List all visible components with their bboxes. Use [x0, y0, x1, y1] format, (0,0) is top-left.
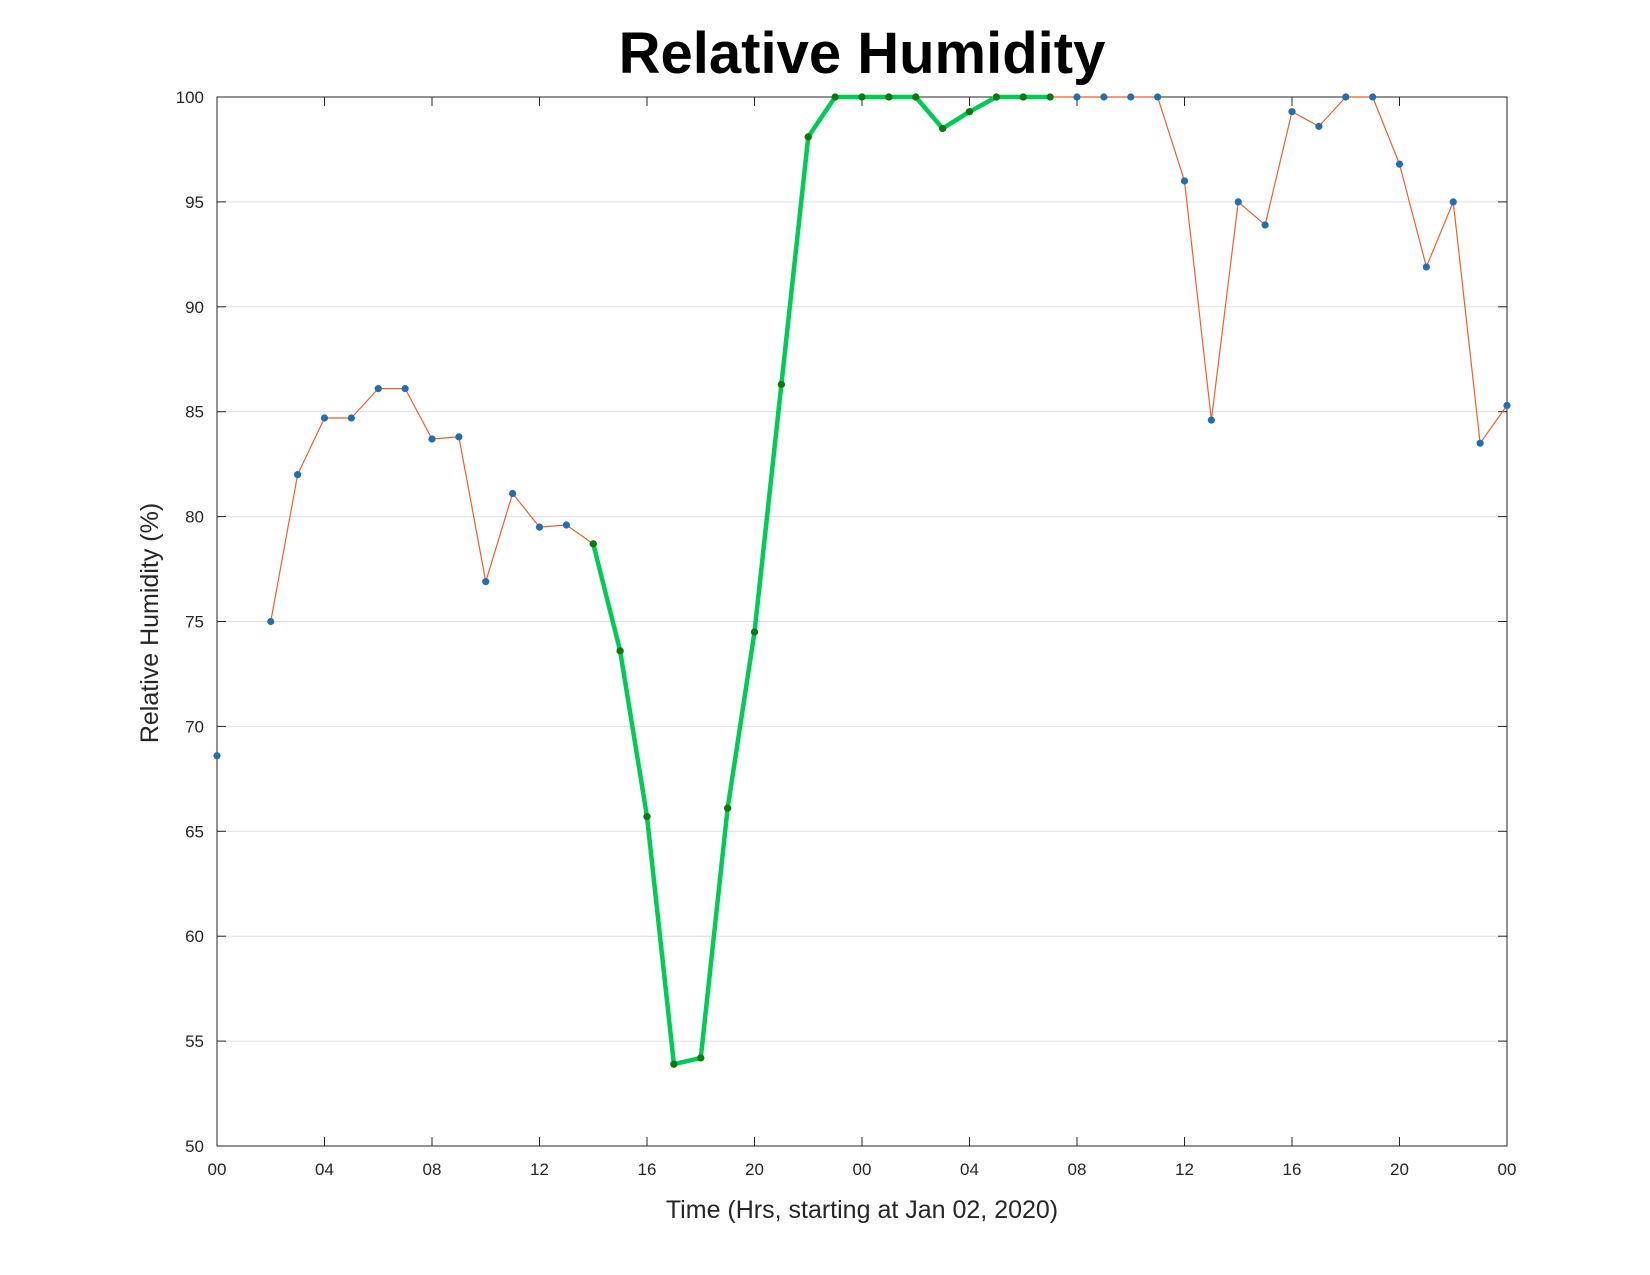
y-tick-label: 60 — [185, 927, 204, 946]
data-point — [1422, 263, 1430, 271]
y-tick-label: 50 — [185, 1137, 204, 1156]
x-axis-title: Time (Hrs, starting at Jan 02, 2020) — [666, 1196, 1058, 1224]
x-tick-label: 00 — [1498, 1160, 1517, 1179]
data-point — [1476, 439, 1484, 447]
data-point — [697, 1054, 705, 1062]
y-tick-label: 90 — [185, 298, 204, 317]
data-point — [347, 414, 355, 422]
data-point — [562, 521, 570, 529]
data-point — [267, 617, 275, 626]
y-tick-label: 80 — [185, 508, 204, 527]
data-point — [509, 489, 517, 498]
data-point — [777, 380, 785, 389]
data-point — [535, 523, 544, 531]
data-point — [482, 578, 490, 586]
chart-title: Relative Humidity — [619, 21, 1106, 86]
x-tick-label: 16 — [638, 1160, 657, 1179]
data-point — [294, 471, 302, 479]
data-point — [831, 93, 839, 101]
data-point — [1180, 177, 1189, 185]
data-point — [1046, 93, 1054, 101]
data-point — [213, 752, 221, 760]
data-point — [589, 540, 597, 548]
data-point — [455, 433, 463, 441]
data-point — [912, 93, 920, 101]
data-point — [616, 647, 624, 655]
data-point — [1019, 93, 1027, 101]
grid-lines — [217, 201, 1507, 1042]
data-point — [750, 628, 759, 636]
x-tick-label: 20 — [1390, 1160, 1409, 1179]
data-point — [1100, 93, 1108, 101]
data-point — [1234, 198, 1242, 206]
y-tick-label: 70 — [185, 717, 204, 736]
x-tick-label: 20 — [745, 1160, 764, 1179]
y-tick-label: 85 — [185, 403, 204, 422]
data-point — [428, 435, 436, 443]
data-point — [401, 385, 409, 393]
data-point — [858, 93, 866, 101]
data-point — [724, 804, 732, 812]
y-tick-label: 65 — [185, 822, 204, 841]
data-point — [1207, 416, 1215, 424]
data-point — [1395, 160, 1404, 168]
x-tick-label: 08 — [423, 1160, 442, 1179]
data-point — [1261, 221, 1269, 229]
data-point — [1315, 122, 1323, 130]
data-point — [320, 414, 329, 422]
x-tick-label: 04 — [960, 1160, 979, 1179]
data-point — [992, 93, 1000, 101]
y-tick-label: 100 — [176, 88, 204, 107]
x-tick-label: 12 — [530, 1160, 549, 1179]
data-point — [670, 1060, 678, 1068]
x-tick-label: 08 — [1068, 1160, 1087, 1179]
data-point — [643, 813, 651, 821]
data-point — [374, 385, 382, 393]
series-1 — [589, 93, 1054, 1068]
data-point — [885, 93, 893, 101]
y-axis-title: Relative Humidity (%) — [136, 503, 164, 743]
data-point — [1127, 93, 1135, 101]
data-point — [1369, 93, 1377, 101]
axis-ticks: 50 55 60 65 70 75 80 85 90 95 100 00 04 08 12 16 20 00 04 0… — [176, 88, 1517, 1179]
data-point — [965, 108, 974, 116]
series-line — [591, 94, 1051, 1067]
y-tick-label: 75 — [185, 613, 204, 632]
y-tick-label: 55 — [185, 1032, 204, 1051]
data-point — [1342, 93, 1350, 101]
data-point — [939, 124, 947, 133]
x-tick-label: 04 — [315, 1160, 334, 1179]
data-point — [1503, 401, 1511, 410]
series-0 — [213, 93, 1511, 1068]
data-point — [1288, 108, 1296, 116]
x-tick-label: 00 — [853, 1160, 872, 1179]
data-point — [804, 133, 812, 141]
x-tick-label: 12 — [1175, 1160, 1194, 1179]
x-tick-label: 00 — [208, 1160, 227, 1179]
series-line — [270, 96, 1508, 1065]
y-tick-label: 95 — [185, 193, 204, 212]
data-point — [1449, 198, 1457, 206]
data-point — [1154, 93, 1162, 101]
data-series — [213, 93, 1511, 1068]
data-point — [1073, 93, 1081, 101]
x-tick-label: 16 — [1283, 1160, 1302, 1179]
